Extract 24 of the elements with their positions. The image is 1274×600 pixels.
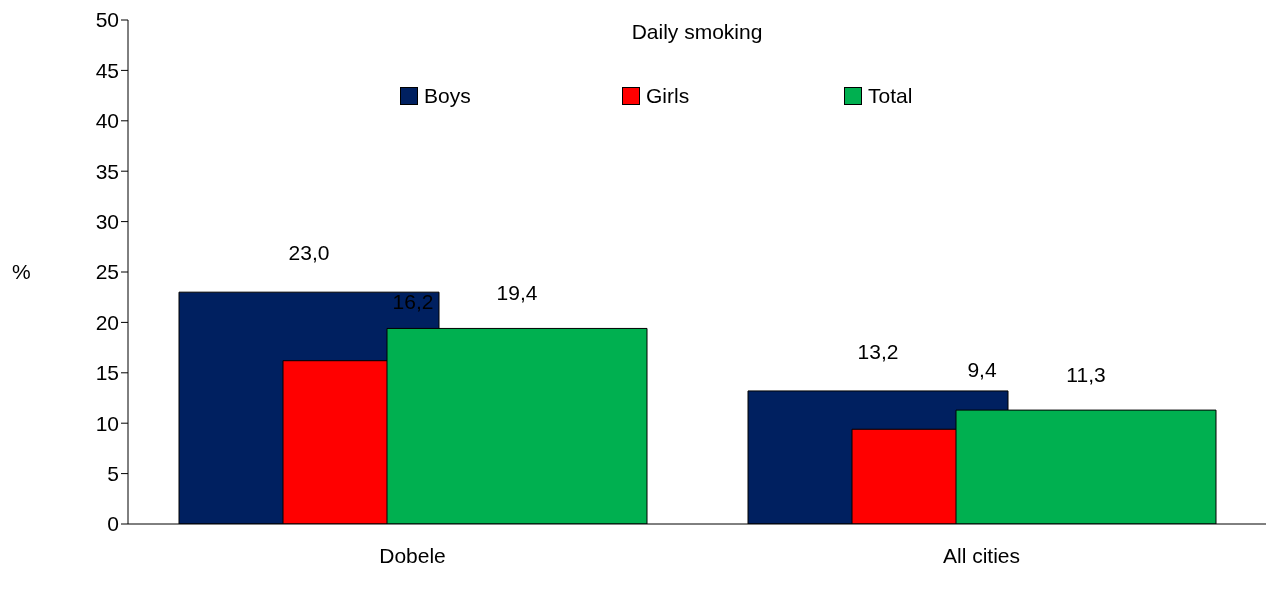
- y-tick-label: 10: [95, 411, 119, 435]
- y-tick-label: 45: [95, 58, 119, 82]
- y-tick-label: 35: [95, 159, 119, 183]
- y-tick-label: 50: [95, 8, 119, 32]
- data-label: 9,4: [967, 358, 997, 382]
- y-tick-label: 20: [95, 310, 119, 334]
- y-tick-label: 40: [95, 109, 119, 133]
- y-tick-label: 0: [107, 512, 119, 536]
- legend-label: Boys: [424, 84, 471, 108]
- y-tick-label: 30: [95, 210, 119, 234]
- chart-title: Daily smoking: [630, 20, 764, 44]
- x-tick-label: All cities: [942, 543, 1021, 567]
- data-label: 11,3: [1066, 363, 1106, 387]
- y-tick-label: 25: [95, 260, 119, 284]
- legend-label: Girls: [646, 84, 690, 108]
- data-label: 23,0: [288, 241, 330, 265]
- x-tick-label: Dobele: [379, 543, 446, 567]
- data-label: 13,2: [857, 339, 899, 363]
- data-label: 19,4: [496, 281, 538, 305]
- y-tick-label: 5: [107, 462, 119, 486]
- data-label: 16,2: [392, 289, 434, 313]
- y-axis-title: %: [12, 260, 31, 284]
- legend-label: Total: [868, 84, 913, 108]
- y-tick-label: 15: [95, 361, 119, 385]
